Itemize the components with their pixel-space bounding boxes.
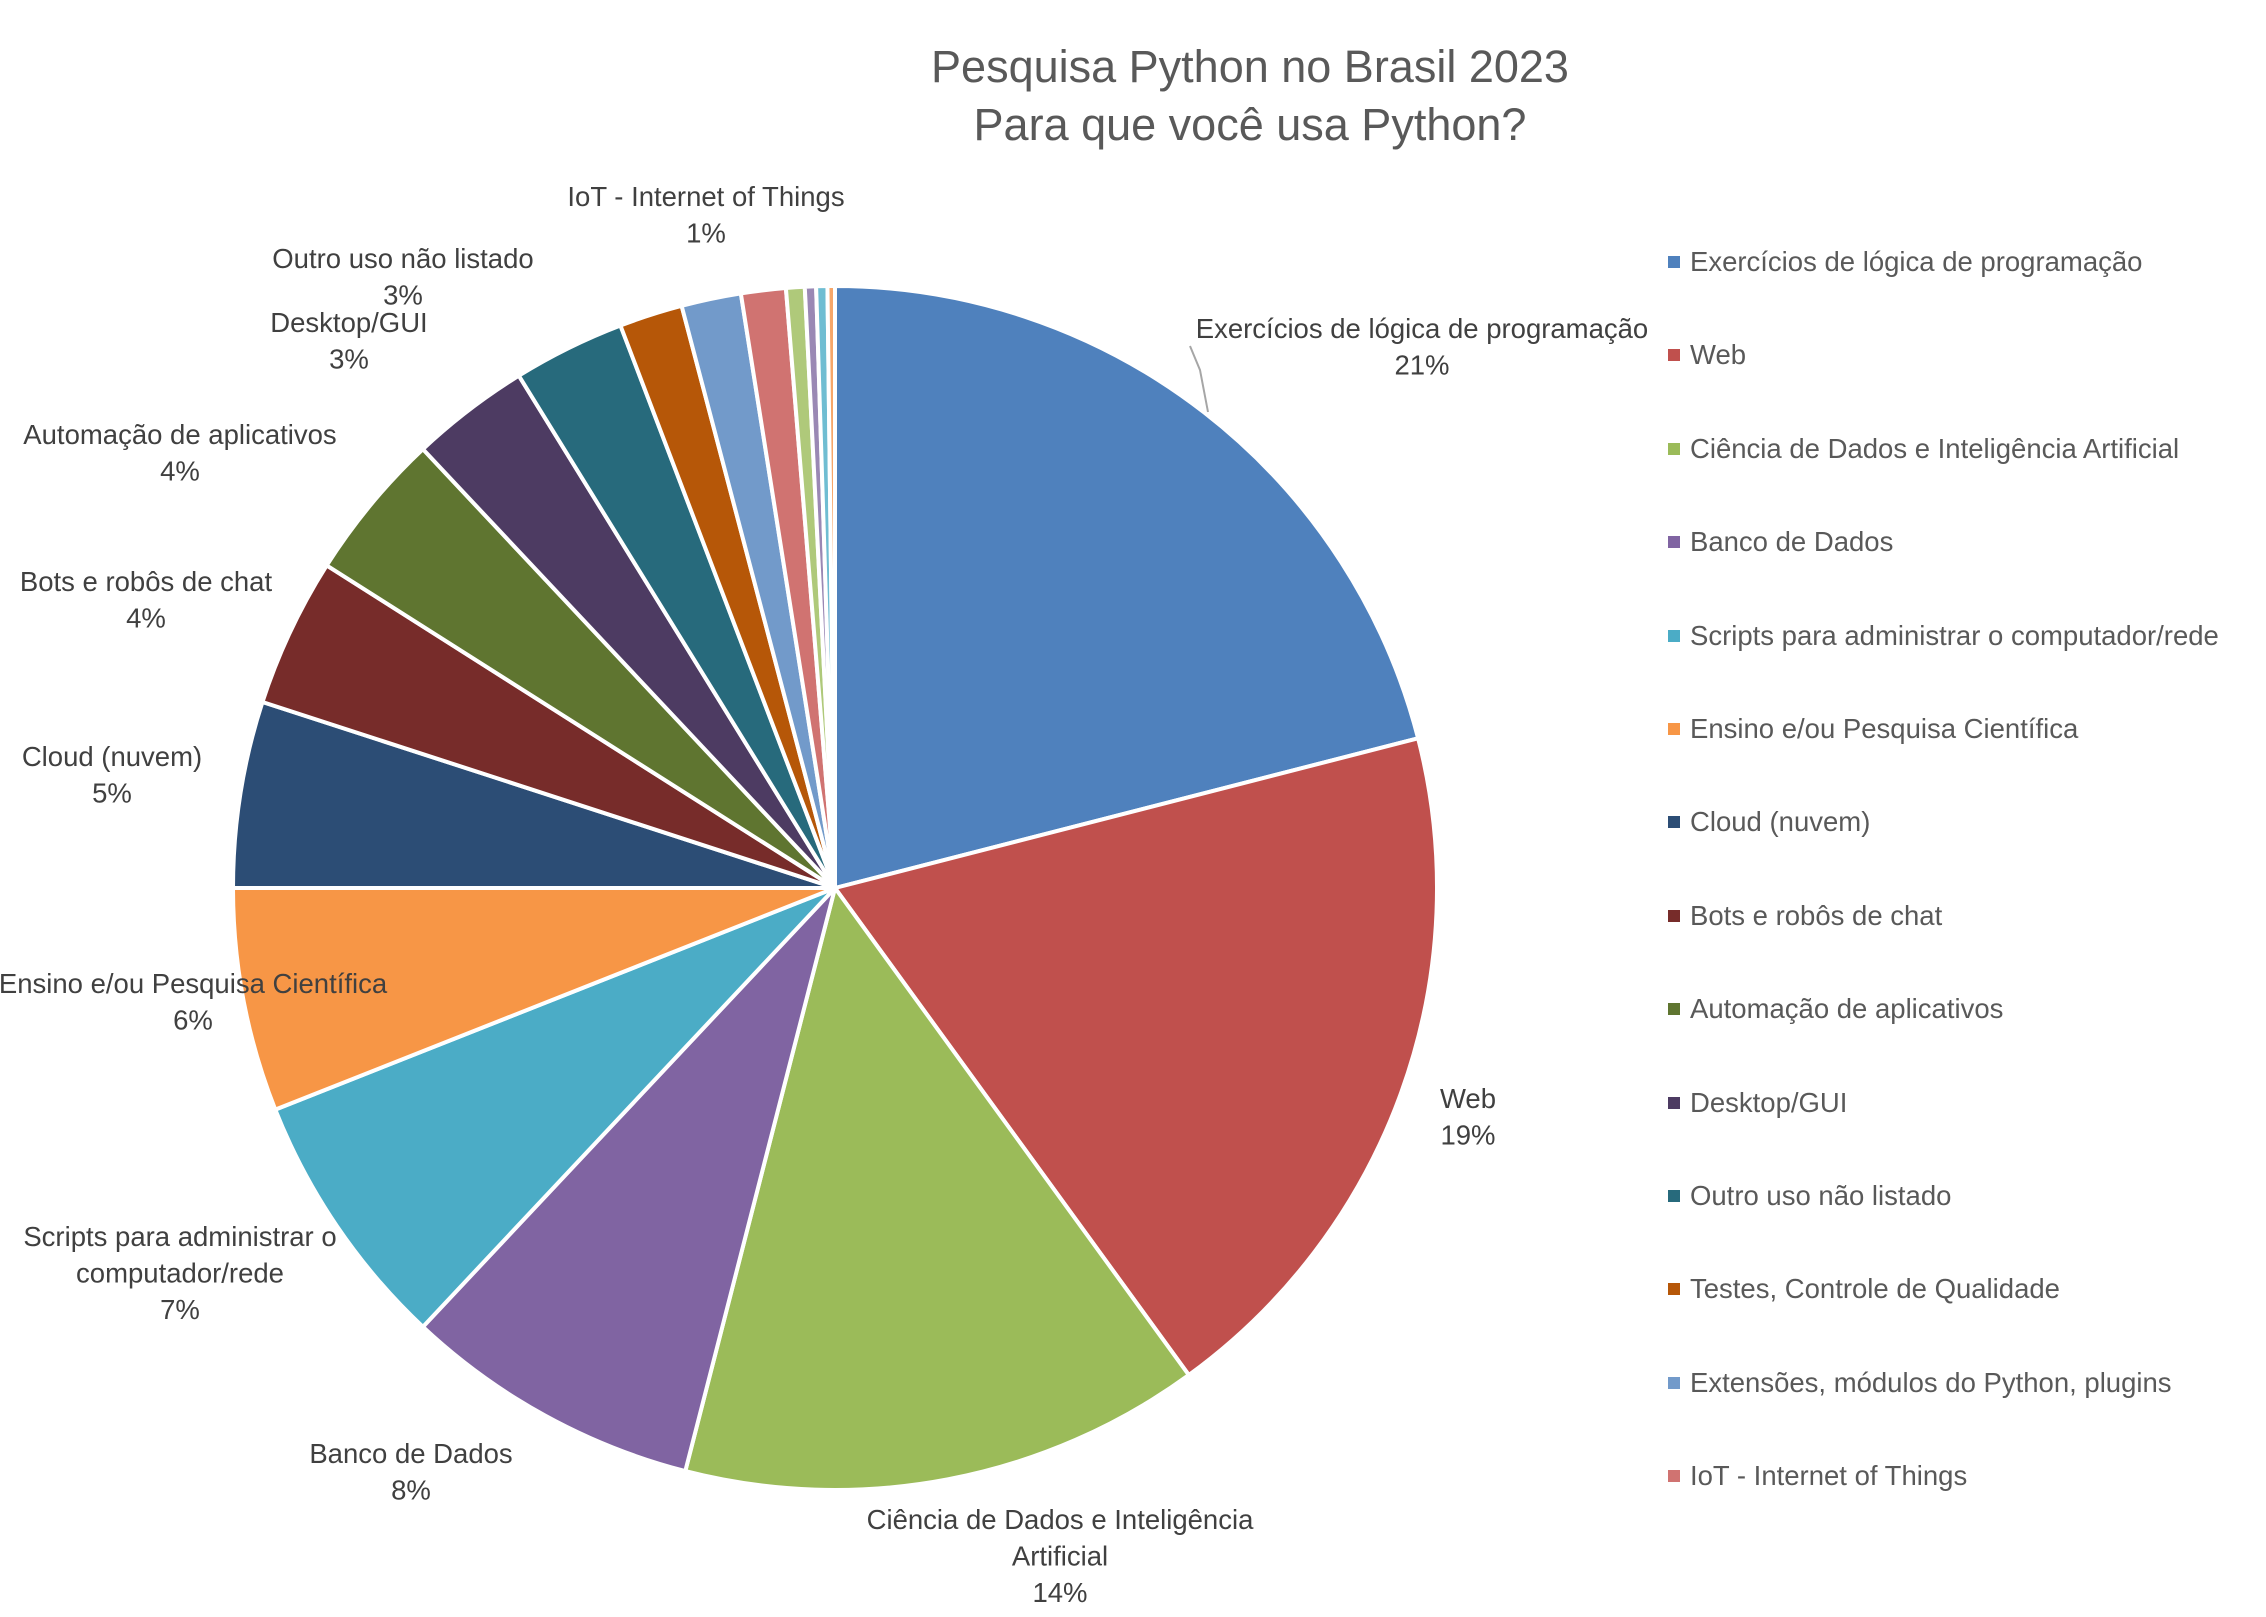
pie-slice-4	[420, 886, 837, 1474]
legend-label: Outro uso não listado	[1690, 1179, 1952, 1211]
legend-item: Cloud (nuvem)	[1668, 800, 2258, 893]
data-label-8: Bots e robôs de chat 4%	[20, 566, 273, 634]
legend-item: Testes, Controle de Qualidade	[1668, 1267, 2258, 1360]
data-labels: Exercícios de lógica de programação 21% We…	[0, 181, 1648, 1608]
legend-swatch	[1668, 536, 1680, 549]
legend-label: Extensões, módulos do Python, plugins	[1690, 1366, 2172, 1398]
legend-label: Exercícios de lógica de programação	[1690, 246, 2143, 277]
legend-swatch	[1668, 1376, 1680, 1389]
leader-lines	[1189, 345, 1209, 413]
legend-swatch	[1668, 629, 1680, 642]
data-label-3: Ciência de Dados e Inteligência Artificia…	[867, 1504, 1254, 1608]
legend-swatch	[1668, 1003, 1680, 1016]
legend-item: Scripts para administrar o computador/re…	[1668, 614, 2258, 707]
data-label-9: Automação de aplicativos 4%	[23, 419, 336, 487]
legend-item: Desktop/GUI	[1668, 1081, 2258, 1174]
pie-slice-6	[231, 886, 837, 1112]
legend-item: Automação de aplicativos	[1668, 987, 2258, 1080]
legend-item: Exercícios de lógica de programação	[1668, 240, 2258, 333]
data-label-2: Web 19%	[1440, 1083, 1496, 1151]
legend-swatch	[1668, 442, 1680, 455]
legend-item: Extensões, módulos do Python, plugins	[1668, 1361, 2258, 1454]
legend-swatch	[1668, 909, 1680, 922]
pie-slice-1	[833, 284, 1421, 890]
data-label-4: Banco de Dados 8%	[309, 1438, 512, 1506]
legend-swatch	[1668, 1096, 1680, 1109]
legend-label: Bots e robôs de chat	[1690, 899, 1943, 931]
data-label-6: Ensino e/ou Pesquisa Científica 6%	[0, 968, 388, 1036]
legend-swatch	[1668, 1283, 1680, 1296]
legend-item: IoT - Internet of Things	[1668, 1454, 2258, 1547]
legend-swatch	[1668, 256, 1680, 268]
legend-label: Testes, Controle de Qualidade	[1690, 1273, 2060, 1305]
legend-swatch	[1668, 1189, 1680, 1202]
legend-item: Outro uso não listado	[1668, 1174, 2258, 1267]
legend-item: Ensino e/ou Pesquisa Científica	[1668, 707, 2258, 800]
legend-item: Bots e robôs de chat	[1668, 894, 2258, 987]
pie-slices	[231, 284, 1439, 1492]
pie-slice-3	[683, 886, 1191, 1492]
legend-swatch	[1668, 722, 1680, 735]
chart-subtitle: Para que você usa Python?	[973, 99, 1527, 150]
pie-slice-7	[231, 699, 837, 890]
legend-item: Web	[1668, 333, 2258, 426]
data-label-1: Exercícios de lógica de programação 21%	[1196, 313, 1648, 381]
legend-label: Cloud (nuvem)	[1690, 806, 1871, 838]
chart-legend: Exercícios de lógica de programação Web Ci…	[1668, 240, 2258, 1547]
chart-title: Pesquisa Python no Brasil 2023	[931, 41, 1569, 92]
data-label-10: Desktop/GUI 3%	[270, 307, 427, 375]
legend-label: IoT - Internet of Things	[1690, 1460, 1968, 1492]
legend-label: Ensino e/ou Pesquisa Científica	[1690, 712, 2079, 744]
legend-label: Automação de aplicativos	[1690, 993, 2004, 1025]
legend-label: Web	[1690, 339, 1747, 371]
legend-label: Scripts para administrar o computador/re…	[1690, 619, 2219, 651]
pie-slice-5	[273, 886, 837, 1329]
legend-label: Banco de Dados	[1690, 526, 1894, 558]
legend-swatch	[1668, 349, 1680, 362]
leader-line-1	[1189, 345, 1209, 413]
legend-swatch	[1668, 816, 1680, 829]
pie-slice-18	[825, 284, 837, 890]
legend-item: Banco de Dados	[1668, 520, 2258, 613]
chart-title-block: Pesquisa Python no Brasil 2023 Para que …	[700, 38, 1800, 154]
data-label-14: IoT - Internet of Things 1%	[567, 181, 844, 249]
legend-item: Ciência de Dados e Inteligência Artifici…	[1668, 427, 2258, 520]
legend-swatch	[1668, 1470, 1680, 1483]
pie-slice-2	[833, 736, 1439, 1378]
legend-label: Desktop/GUI	[1690, 1086, 1848, 1118]
data-label-11: Outro uso não listado 3%	[272, 243, 533, 311]
data-label-5: Scripts para administrar o computador/red…	[23, 1221, 336, 1325]
legend-label: Ciência de Dados e Inteligência Artifici…	[1690, 432, 2180, 464]
data-label-7: Cloud (nuvem) 5%	[22, 741, 202, 809]
